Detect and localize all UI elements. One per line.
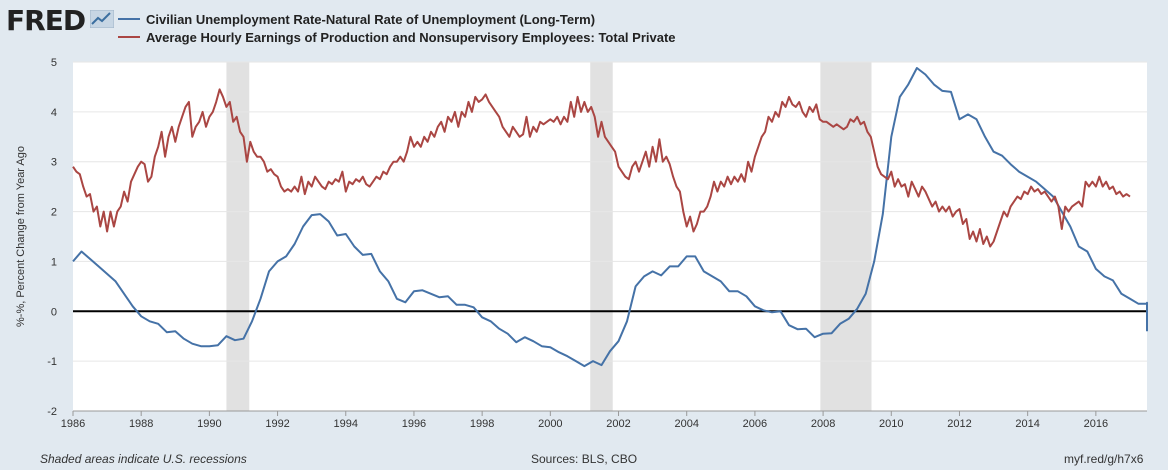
x-tick-label: 2002	[606, 418, 630, 430]
y-tick-label: 2	[51, 207, 57, 219]
series-line-earnings[interactable]	[72, 88, 1131, 248]
legend-item-unemployment: Civilian Unemployment Rate-Natural Rate …	[118, 11, 595, 27]
legend-label-earnings: Average Hourly Earnings of Production an…	[146, 29, 676, 45]
x-tick-label: 2012	[947, 418, 971, 430]
y-tick-label: -2	[47, 406, 57, 418]
y-tick-label: -1	[47, 356, 57, 368]
series-group	[72, 67, 1148, 368]
chart-header: FRED Civilian Unemployment Rate-Natural …	[0, 0, 1168, 52]
sources-note: Sources: BLS, CBO	[531, 452, 638, 466]
legend-item-earnings: Average Hourly Earnings of Production an…	[118, 29, 676, 45]
x-axis-ticks: 1986 1988 1990 1992 1994 1996 1998 2000 2002 2004…	[61, 410, 1147, 430]
y-tick-label: 4	[51, 107, 57, 119]
x-tick-label: 2000	[538, 418, 562, 430]
legend-label-unemployment: Civilian Unemployment Rate-Natural Rate …	[146, 11, 596, 27]
x-tick-label: 1998	[470, 418, 494, 430]
x-tick-label: 2010	[879, 418, 903, 430]
recession-note: Shaded areas indicate U.S. recessions	[40, 452, 247, 466]
x-tick-label: 1996	[402, 418, 426, 430]
x-tick-label: 2008	[811, 418, 835, 430]
x-tick-label: 2006	[743, 418, 767, 430]
x-tick-label: 1990	[197, 418, 221, 430]
x-tick-label: 2004	[674, 418, 698, 430]
x-tick-label: 1988	[129, 418, 153, 430]
x-tick-label: 2014	[1015, 418, 1039, 430]
recession-shading	[226, 62, 872, 411]
y-tick-label: 1	[51, 256, 57, 268]
y-tick-label: 0	[51, 306, 57, 318]
x-tick-label: 2016	[1084, 418, 1108, 430]
x-tick-label: 1986	[61, 418, 85, 430]
recession-band-0	[226, 62, 250, 411]
fred-logo[interactable]: FRED	[6, 4, 86, 37]
y-axis-ticks: -2 -1 0 1 2 3 4 5	[47, 57, 57, 418]
x-tick-label: 1994	[334, 418, 358, 430]
short-link[interactable]: myf.red/g/h7x6	[1064, 452, 1144, 466]
recession-band-1	[590, 62, 613, 411]
recession-band-2	[820, 62, 872, 411]
y-axis-title: %-%, Percent Change from Year Ago	[15, 146, 27, 327]
chart-logo-icon	[90, 10, 114, 28]
y-tick-label: 5	[51, 57, 57, 69]
legend-swatch-earnings	[118, 36, 140, 38]
x-tick-label: 1992	[265, 418, 289, 430]
legend-swatch-unemployment	[118, 18, 140, 20]
line-chart: -2 -1 0 1 2 3 4 5 1986 1988 1990 1992 1994 1996 1998 2…	[15, 57, 1148, 430]
y-tick-label: 3	[51, 157, 57, 169]
series-line-unemployment[interactable]	[72, 67, 1148, 368]
